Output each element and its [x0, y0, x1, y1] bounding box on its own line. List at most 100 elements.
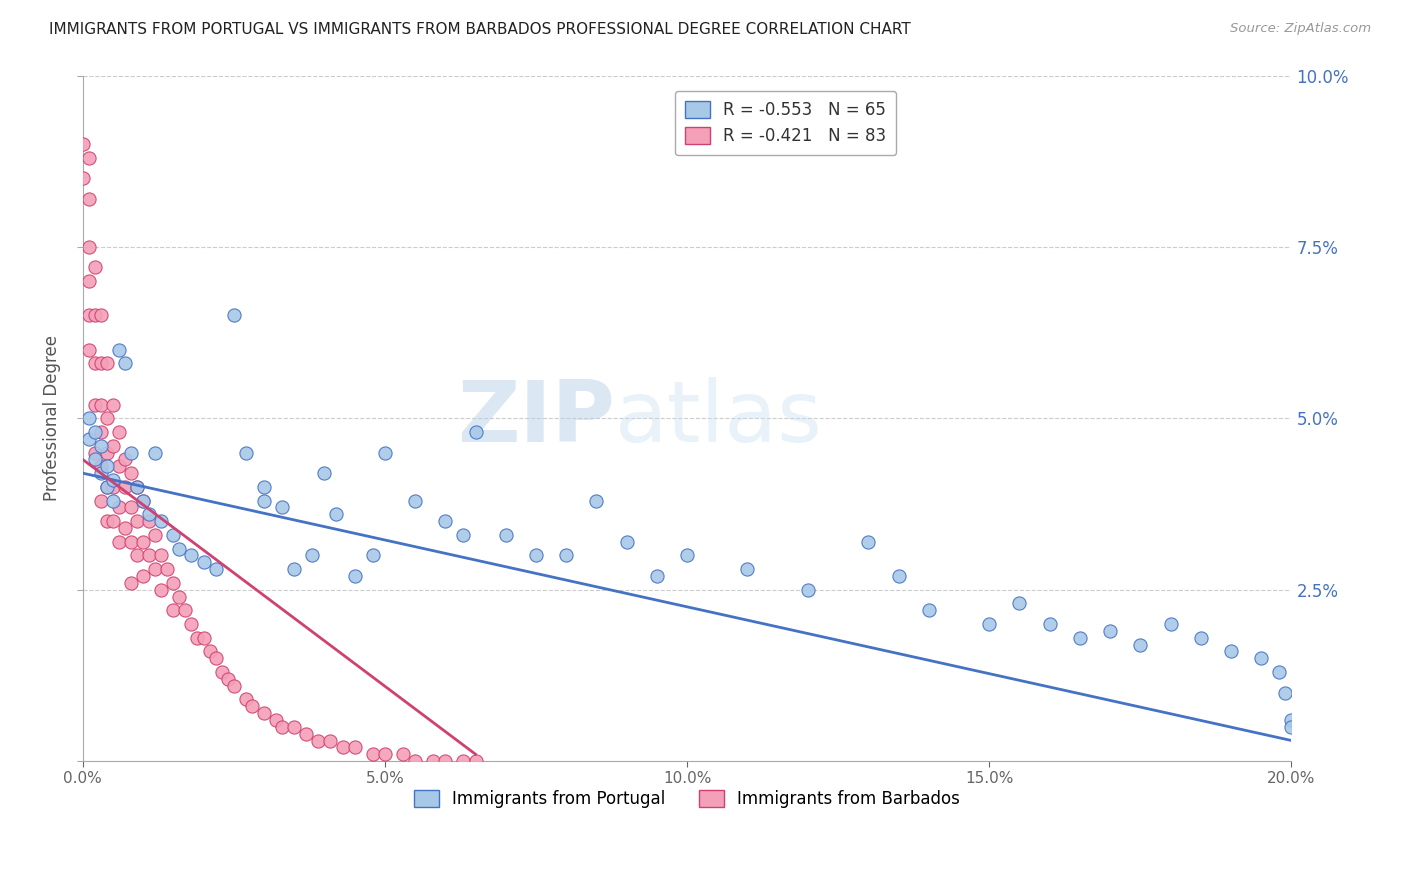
- Point: [271, 720, 294, 734]
- Point: [374, 747, 396, 762]
- Point: [108, 459, 131, 474]
- Point: [325, 508, 347, 522]
- Point: [645, 569, 668, 583]
- Point: [204, 651, 226, 665]
- Point: [193, 555, 215, 569]
- Point: [108, 425, 131, 439]
- Point: [120, 466, 142, 480]
- Text: IMMIGRANTS FROM PORTUGAL VS IMMIGRANTS FROM BARBADOS PROFESSIONAL DEGREE CORRELA: IMMIGRANTS FROM PORTUGAL VS IMMIGRANTS F…: [49, 22, 911, 37]
- Point: [392, 747, 415, 762]
- Point: [253, 493, 276, 508]
- Point: [114, 521, 136, 535]
- Point: [1189, 631, 1212, 645]
- Point: [162, 603, 184, 617]
- Point: [101, 514, 124, 528]
- Point: [83, 425, 105, 439]
- Point: [101, 493, 124, 508]
- Point: [204, 562, 226, 576]
- Point: [979, 617, 1001, 632]
- Point: [1268, 665, 1291, 679]
- Point: [307, 733, 329, 747]
- Point: [132, 493, 155, 508]
- Point: [101, 473, 124, 487]
- Point: [150, 582, 173, 597]
- Point: [343, 740, 366, 755]
- Point: [125, 480, 148, 494]
- Point: [198, 644, 221, 658]
- Point: [174, 603, 197, 617]
- Point: [108, 500, 131, 515]
- Point: [83, 398, 105, 412]
- Point: [77, 309, 100, 323]
- Point: [1039, 617, 1062, 632]
- Point: [1281, 713, 1303, 727]
- Point: [90, 398, 112, 412]
- Point: [283, 720, 305, 734]
- Point: [404, 754, 426, 768]
- Point: [464, 425, 486, 439]
- Point: [96, 459, 118, 474]
- Point: [132, 493, 155, 508]
- Point: [138, 514, 160, 528]
- Point: [1220, 644, 1243, 658]
- Point: [101, 398, 124, 412]
- Point: [83, 452, 105, 467]
- Point: [453, 528, 475, 542]
- Point: [193, 631, 215, 645]
- Point: [101, 439, 124, 453]
- Point: [404, 493, 426, 508]
- Text: atlas: atlas: [614, 376, 823, 459]
- Point: [83, 309, 105, 323]
- Point: [797, 582, 820, 597]
- Point: [343, 569, 366, 583]
- Point: [264, 713, 287, 727]
- Point: [96, 411, 118, 425]
- Point: [887, 569, 910, 583]
- Point: [125, 514, 148, 528]
- Point: [83, 445, 105, 459]
- Point: [132, 569, 155, 583]
- Point: [918, 603, 941, 617]
- Point: [676, 549, 699, 563]
- Point: [180, 549, 202, 563]
- Point: [314, 466, 336, 480]
- Point: [271, 500, 294, 515]
- Point: [464, 754, 486, 768]
- Point: [90, 466, 112, 480]
- Point: [180, 617, 202, 632]
- Point: [72, 171, 94, 186]
- Point: [114, 452, 136, 467]
- Point: [120, 500, 142, 515]
- Point: [162, 528, 184, 542]
- Point: [150, 514, 173, 528]
- Point: [1281, 720, 1303, 734]
- Legend: Immigrants from Portugal, Immigrants from Barbados: Immigrants from Portugal, Immigrants fro…: [408, 783, 967, 814]
- Point: [90, 425, 112, 439]
- Point: [90, 493, 112, 508]
- Point: [83, 356, 105, 370]
- Point: [96, 514, 118, 528]
- Point: [434, 754, 457, 768]
- Point: [101, 480, 124, 494]
- Point: [156, 562, 179, 576]
- Point: [120, 445, 142, 459]
- Point: [332, 740, 354, 755]
- Point: [374, 445, 396, 459]
- Point: [143, 562, 166, 576]
- Point: [1129, 638, 1152, 652]
- Point: [222, 679, 245, 693]
- Point: [737, 562, 759, 576]
- Point: [217, 672, 239, 686]
- Point: [96, 445, 118, 459]
- Point: [90, 459, 112, 474]
- Point: [96, 480, 118, 494]
- Point: [283, 562, 305, 576]
- Point: [186, 631, 208, 645]
- Point: [453, 754, 475, 768]
- Point: [125, 480, 148, 494]
- Point: [77, 343, 100, 357]
- Point: [77, 274, 100, 288]
- Point: [616, 534, 638, 549]
- Y-axis label: Professional Degree: Professional Degree: [44, 335, 60, 501]
- Point: [114, 480, 136, 494]
